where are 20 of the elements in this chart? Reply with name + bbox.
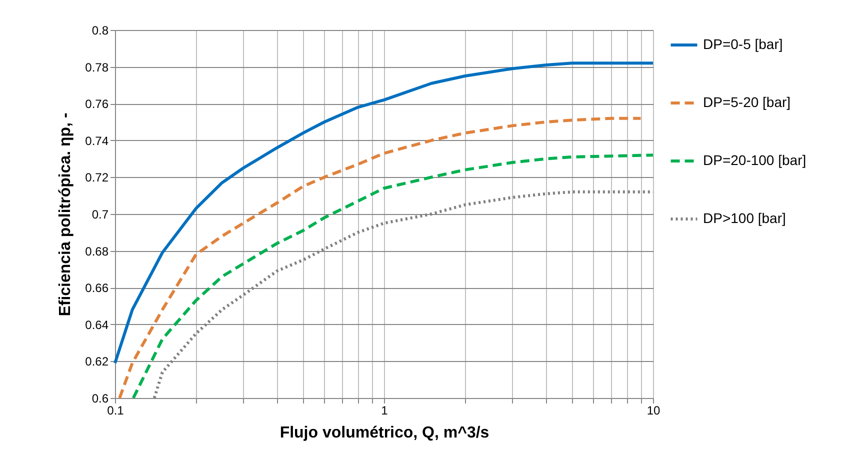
y-axis-title: Eficiencia politrópica. ηp, -	[57, 112, 74, 316]
y-tick-label: 0.8	[92, 24, 109, 38]
legend-label: DP=5-20 [bar]	[703, 94, 791, 110]
x-tick-label: 1	[381, 404, 388, 418]
legend-label: DP=0-5 [bar]	[703, 36, 783, 52]
y-tick-label: 0.76	[85, 97, 109, 112]
x-axis-title: Flujo volumétrico, Q, m^3/s	[280, 424, 490, 442]
legend-label: DP>100 [bar]	[703, 210, 786, 226]
y-tick-label: 0.68	[85, 244, 109, 258]
y-tick-label: 0.64	[85, 318, 109, 332]
y-tick-label: 0.72	[85, 170, 109, 185]
y-tick-label: 0.66	[85, 281, 109, 296]
y-tick-label: 0.78	[85, 60, 109, 74]
legend-label: DP=20-100 [bar]	[703, 152, 806, 168]
y-tick-label: 0.7	[92, 208, 109, 222]
x-tick-label: 0.1	[107, 404, 124, 418]
y-tick-label: 0.6	[92, 392, 109, 406]
y-tick-label: 0.74	[85, 134, 109, 148]
y-tick-label: 0.62	[85, 354, 109, 369]
x-tick-label: 10	[646, 404, 660, 418]
